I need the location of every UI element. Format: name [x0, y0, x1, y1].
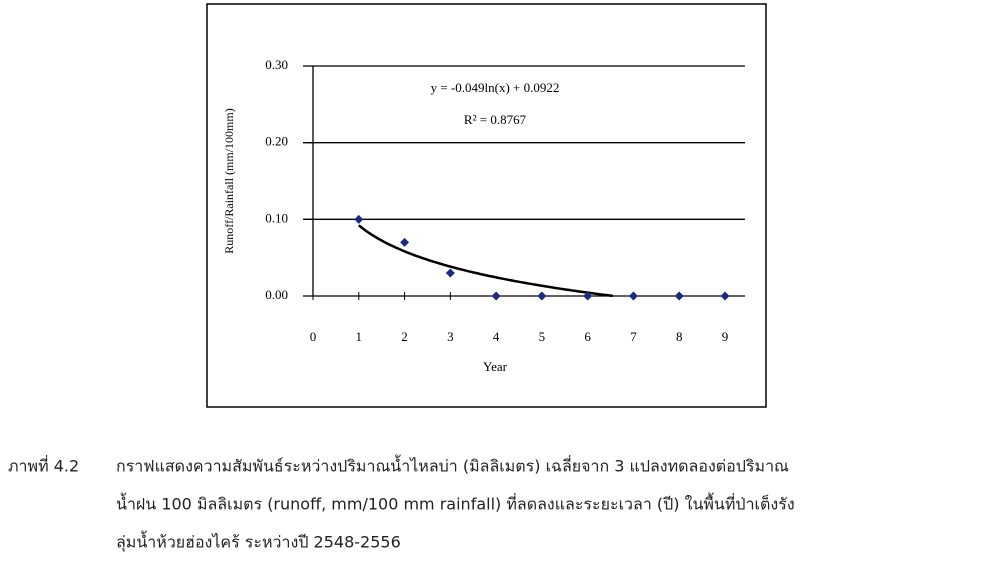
- x-tick-label: 9: [722, 329, 729, 344]
- point: [537, 291, 547, 301]
- trend-r2: R² = 0.8767: [464, 112, 527, 127]
- x-tick-label: 5: [539, 329, 546, 344]
- point: [583, 291, 593, 301]
- point: [400, 237, 410, 247]
- point: [445, 268, 455, 278]
- x-tick-label: 8: [676, 329, 683, 344]
- y-tick-label: 0.30: [265, 57, 288, 72]
- point: [674, 291, 684, 301]
- y-tick-label: 0.00: [265, 287, 288, 302]
- y-axis-label: Runoff/Rainfall (mm/100mm): [222, 108, 236, 253]
- point: [628, 291, 638, 301]
- x-tick-label: 4: [493, 329, 500, 344]
- point: [720, 291, 730, 301]
- trendline: [358, 224, 613, 298]
- x-tick-label: 2: [401, 329, 408, 344]
- x-tick-label: 6: [584, 329, 591, 344]
- x-axis-label: Year: [483, 359, 508, 374]
- caption-line: กราฟแสดงความสัมพันธ์ระหว่างปริมาณน้ำไหลบ…: [116, 455, 789, 476]
- y-tick-label: 0.10: [265, 210, 288, 225]
- caption-line: น้ำฝน 100 มิลลิเมตร (runoff, mm/100 mm r…: [116, 493, 795, 514]
- caption-label: ภาพที่ 4.2: [8, 455, 79, 476]
- x-tick-label: 7: [630, 329, 637, 344]
- caption-line: ลุ่มน้ำห้วยฮ่องไคร้ ระหว่างปี 2548-2556: [116, 531, 401, 553]
- chart-frame: [206, 3, 767, 408]
- point: [491, 291, 501, 301]
- x-tick-label: 0: [310, 329, 317, 344]
- point: [354, 214, 364, 224]
- x-tick-label: 1: [356, 329, 363, 344]
- trend-equation: y = -0.049ln(x) + 0.0922: [431, 80, 560, 95]
- x-tick-label: 3: [447, 329, 454, 344]
- caption: ภาพที่ 4.2 กราฟแสดงความสัมพันธ์ระหว่างปร…: [8, 455, 795, 553]
- y-tick-label: 0.20: [265, 134, 288, 149]
